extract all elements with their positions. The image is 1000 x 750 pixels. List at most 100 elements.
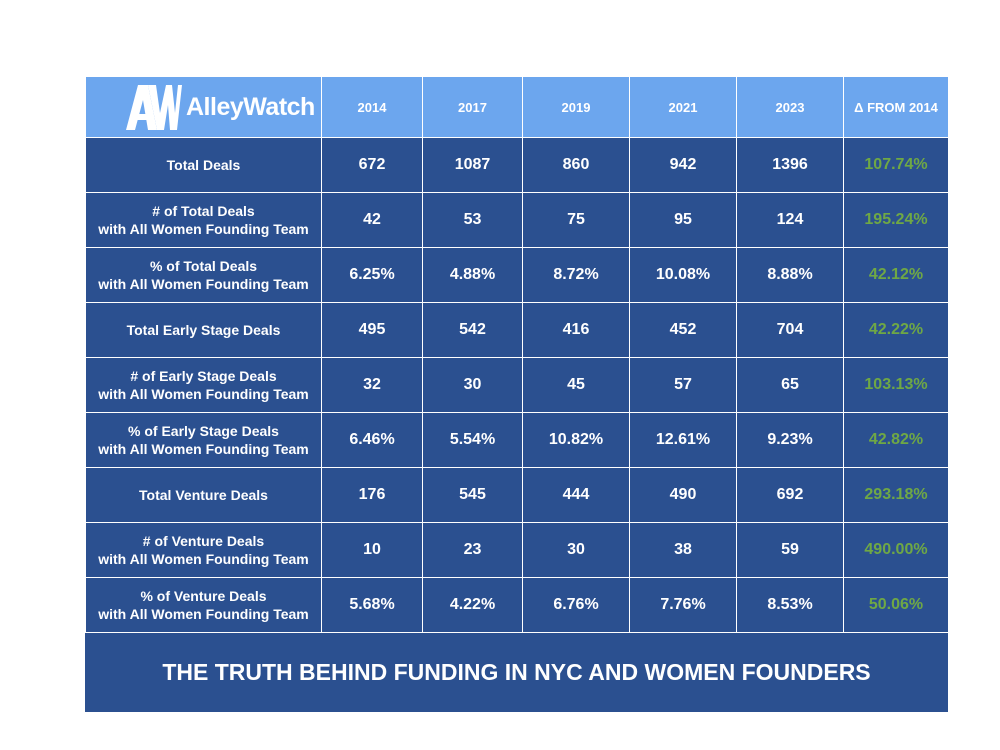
value-cell-2021: 490 (629, 467, 737, 523)
value-cell-2014: 6.46% (321, 412, 423, 468)
row-label: % of Venture Deals with All Women Foundin… (85, 577, 322, 633)
value-cell-2023: 124 (736, 192, 844, 248)
table-row: Total Deals 672 1087 860 942 1396 107.74% (85, 137, 949, 193)
delta-cell: 490.00% (843, 522, 949, 578)
value-cell-2021: 7.76% (629, 577, 737, 633)
row-label-line: # of Total Deals (152, 203, 255, 219)
row-label-line: with All Women Founding Team (98, 551, 309, 567)
row-label-line: Total Venture Deals (139, 487, 268, 503)
value-cell-2023: 8.88% (736, 247, 844, 303)
value-cell-2014: 32 (321, 357, 423, 413)
column-header-2017: 2017 (422, 76, 523, 138)
table-row: # of Total Deals with All Women Founding … (85, 192, 949, 248)
row-label: # of Total Deals with All Women Founding … (85, 192, 322, 248)
value-cell-2023: 8.53% (736, 577, 844, 633)
row-label: % of Total Deals with All Women Founding … (85, 247, 322, 303)
funding-table: AW AlleyWatch 2014 2017 2019 2021 2023 Δ… (85, 76, 949, 633)
value-cell-2019: 860 (522, 137, 630, 193)
row-label-line: # of Early Stage Deals (130, 368, 277, 384)
value-cell-2021: 12.61% (629, 412, 737, 468)
delta-cell: 293.18% (843, 467, 949, 523)
row-label-line: with All Women Founding Team (98, 221, 309, 237)
table-row: Total Early Stage Deals 495 542 416 452 704 42… (85, 302, 949, 358)
value-cell-2019: 10.82% (522, 412, 630, 468)
value-cell-2019: 6.76% (522, 577, 630, 633)
value-cell-2014: 5.68% (321, 577, 423, 633)
row-label-line: % of Total Deals (149, 258, 258, 274)
chart-title: THE TRUTH BEHIND FUNDING IN NYC AND WOME… (162, 658, 871, 685)
column-header-2014: 2014 (321, 76, 423, 138)
column-header-2023: 2023 (736, 76, 844, 138)
row-label-line: with All Women Founding Team (98, 386, 309, 402)
value-cell-2021: 10.08% (629, 247, 737, 303)
delta-cell: 50.06% (843, 577, 949, 633)
value-cell-2017: 23 (422, 522, 523, 578)
row-label-line: Total Early Stage Deals (126, 322, 281, 338)
column-header-delta: Δ FROM 2014 (843, 76, 949, 138)
value-cell-2017: 4.88% (422, 247, 523, 303)
value-cell-2019: 8.72% (522, 247, 630, 303)
value-cell-2017: 542 (422, 302, 523, 358)
table-header-row: AW AlleyWatch 2014 2017 2019 2021 2023 Δ… (85, 76, 949, 138)
aw-monogram-icon: AW (126, 85, 182, 130)
delta-cell: 103.13% (843, 357, 949, 413)
row-label: Total Deals (85, 137, 322, 193)
value-cell-2023: 59 (736, 522, 844, 578)
value-cell-2019: 30 (522, 522, 630, 578)
value-cell-2019: 444 (522, 467, 630, 523)
row-label-line: # of Venture Deals (142, 533, 265, 549)
row-label-line: % of Early Stage Deals (128, 423, 279, 439)
value-cell-2021: 942 (629, 137, 737, 193)
value-cell-2014: 176 (321, 467, 423, 523)
row-label: Total Venture Deals (85, 467, 322, 523)
row-label: # of Venture Deals with All Women Foundin… (85, 522, 322, 578)
value-cell-2023: 704 (736, 302, 844, 358)
table-row: % of Total Deals with All Women Founding … (85, 247, 949, 303)
column-header-2019: 2019 (522, 76, 630, 138)
logo-cell: AW AlleyWatch (85, 76, 322, 138)
alleywatch-logo: AW AlleyWatch (86, 83, 321, 131)
value-cell-2014: 6.25% (321, 247, 423, 303)
value-cell-2021: 38 (629, 522, 737, 578)
value-cell-2023: 9.23% (736, 412, 844, 468)
delta-cell: 195.24% (843, 192, 949, 248)
value-cell-2023: 1396 (736, 137, 844, 193)
value-cell-2017: 30 (422, 357, 523, 413)
value-cell-2014: 672 (321, 137, 423, 193)
table-row: % of Venture Deals with All Women Foundin… (85, 577, 949, 633)
row-label: Total Early Stage Deals (85, 302, 322, 358)
row-label: % of Early Stage Deals with All Women Fou… (85, 412, 322, 468)
value-cell-2019: 75 (522, 192, 630, 248)
delta-cell: 42.82% (843, 412, 949, 468)
value-cell-2017: 1087 (422, 137, 523, 193)
value-cell-2019: 45 (522, 357, 630, 413)
table-row: # of Early Stage Deals with All Women Fou… (85, 357, 949, 413)
value-cell-2014: 10 (321, 522, 423, 578)
value-cell-2021: 95 (629, 192, 737, 248)
table-row: # of Venture Deals with All Women Foundin… (85, 522, 949, 578)
row-label: # of Early Stage Deals with All Women Fou… (85, 357, 322, 413)
value-cell-2014: 42 (321, 192, 423, 248)
delta-cell: 42.22% (843, 302, 949, 358)
value-cell-2017: 5.54% (422, 412, 523, 468)
row-label-line: with All Women Founding Team (98, 606, 309, 622)
row-label-line: with All Women Founding Team (98, 441, 309, 457)
funding-table-panel: AW AlleyWatch 2014 2017 2019 2021 2023 Δ… (85, 76, 949, 712)
value-cell-2019: 416 (522, 302, 630, 358)
value-cell-2017: 545 (422, 467, 523, 523)
table-body: Total Deals 672 1087 860 942 1396 107.74% # of … (85, 137, 949, 633)
row-label-line: Total Deals (166, 157, 241, 173)
value-cell-2023: 692 (736, 467, 844, 523)
value-cell-2021: 57 (629, 357, 737, 413)
column-header-2021: 2021 (629, 76, 737, 138)
row-label-line: % of Venture Deals (140, 588, 267, 604)
table-row: Total Venture Deals 176 545 444 490 692 293.18… (85, 467, 949, 523)
delta-cell: 42.12% (843, 247, 949, 303)
value-cell-2017: 4.22% (422, 577, 523, 633)
table-row: % of Early Stage Deals with All Women Fou… (85, 412, 949, 468)
value-cell-2014: 495 (321, 302, 423, 358)
row-label-line: with All Women Founding Team (98, 276, 309, 292)
logo-text: AlleyWatch (186, 92, 315, 121)
value-cell-2017: 53 (422, 192, 523, 248)
delta-cell: 107.74% (843, 137, 949, 193)
